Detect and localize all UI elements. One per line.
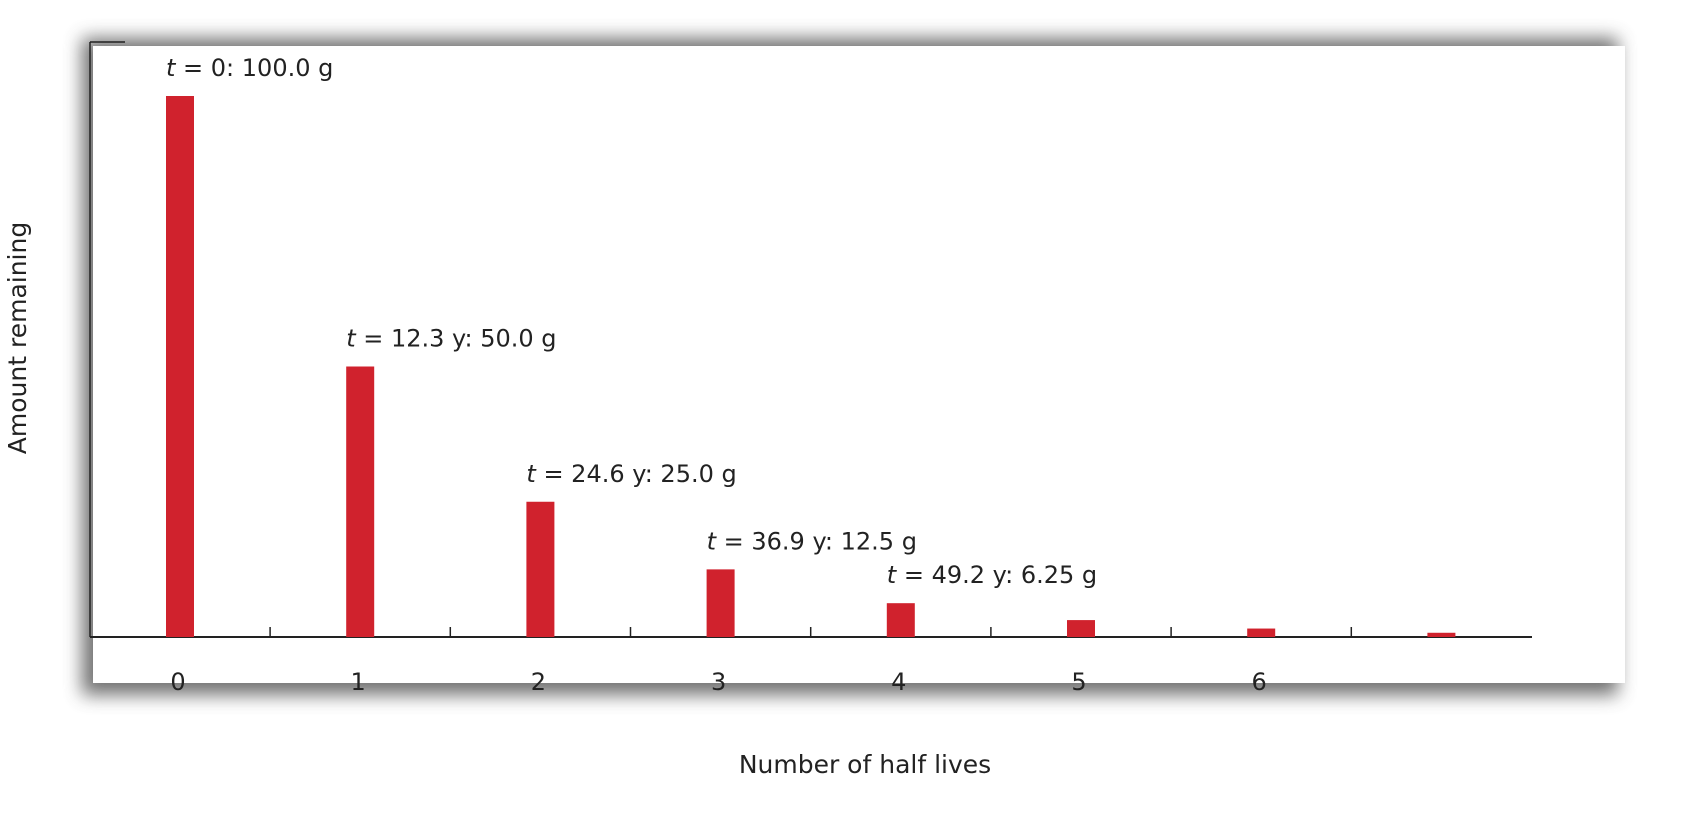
- bar-4: [886, 603, 915, 637]
- bar-7: [1427, 632, 1456, 637]
- bar-3: [706, 569, 735, 637]
- x-axis-title: Number of half lives: [739, 750, 991, 779]
- x-tick-label-0: 0: [170, 668, 185, 696]
- bar-2: [526, 501, 555, 637]
- y-axis-title: Amount remaining: [3, 222, 32, 454]
- data-label-2: t = 24.6 y: 25.0 g: [526, 460, 736, 488]
- data-label-0: t = 0: 100.0 g: [166, 54, 333, 82]
- data-label-4: t = 49.2 y: 6.25 g: [887, 561, 1097, 589]
- x-tick-label-4: 4: [891, 668, 906, 696]
- data-label-3: t = 36.9 y: 12.5 g: [707, 527, 917, 555]
- x-tick-label-5: 5: [1071, 668, 1086, 696]
- bar-0: [166, 96, 194, 637]
- x-tick-label-1: 1: [351, 668, 366, 696]
- x-tick-label-2: 2: [531, 668, 546, 696]
- x-ticks: [269, 627, 1353, 637]
- bar-1: [346, 366, 375, 637]
- data-label-1: t = 12.3 y: 50.0 g: [346, 325, 556, 353]
- bar-5: [1067, 620, 1095, 637]
- x-tick-label-3: 3: [711, 668, 726, 696]
- data-labels: t = 0: 100.0 g t = 12.3 y: 50.0 g t = 24.6…: [166, 54, 1097, 589]
- x-tick-label-6: 6: [1252, 668, 1267, 696]
- x-tick-labels: 0 1 2 3 4 5 6: [170, 668, 1266, 696]
- bar-6: [1247, 628, 1276, 637]
- bars: [166, 96, 1456, 637]
